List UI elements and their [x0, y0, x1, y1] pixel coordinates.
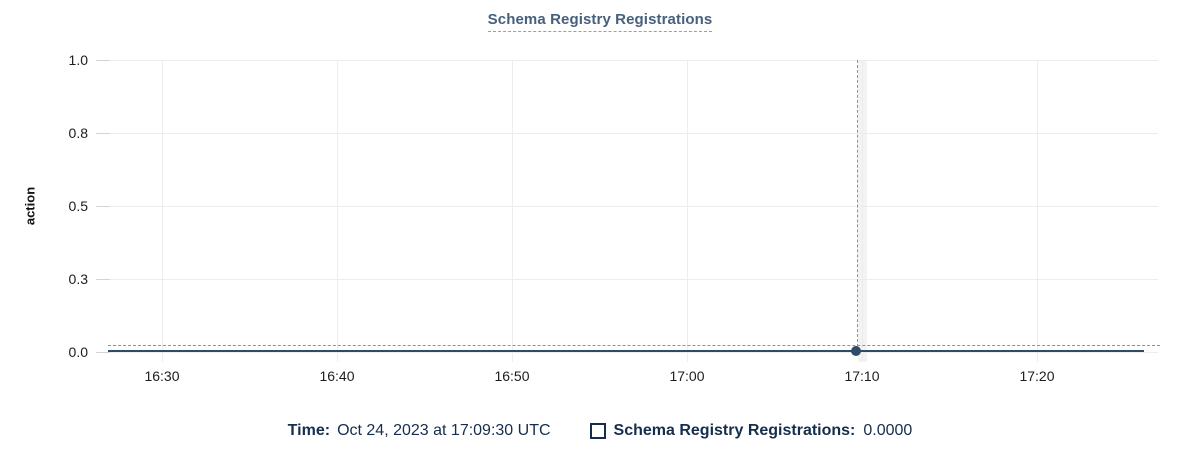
legend-checkbox-icon[interactable] — [589, 422, 606, 439]
chart-title[interactable]: Schema Registry Registrations — [487, 11, 713, 32]
series-line — [108, 350, 1144, 352]
x-tick-label: 16:40 — [319, 368, 355, 384]
y-axis-tick — [96, 133, 110, 134]
gridline-horizontal — [110, 133, 1158, 134]
y-tick-label: 0.8 — [68, 125, 88, 141]
gridline-horizontal — [110, 60, 1158, 61]
x-tick-label: 16:50 — [494, 368, 530, 384]
gridline-horizontal — [110, 279, 1158, 280]
gridline-horizontal — [110, 352, 1158, 353]
data-point-marker — [851, 346, 861, 356]
plot-area[interactable] — [110, 60, 1158, 352]
y-axis-tick — [96, 60, 110, 61]
crosshair-vertical-line — [857, 60, 858, 352]
x-tick-label: 17:20 — [1019, 368, 1055, 384]
gridline-vertical — [687, 60, 688, 362]
y-axis-tick — [96, 279, 110, 280]
x-tick-label: 17:00 — [669, 368, 705, 384]
legend-item-schema-registry-registrations[interactable]: Schema Registry Registrations: 0.0000 — [589, 421, 913, 440]
y-tick-label: 1.0 — [68, 52, 88, 68]
gridline-vertical — [1037, 60, 1038, 362]
gridline-vertical — [337, 60, 338, 362]
y-axis-tick — [96, 352, 110, 353]
y-tick-label: 0.3 — [68, 271, 88, 287]
y-tick-label: 0.0 — [68, 344, 88, 360]
gridline-horizontal — [110, 206, 1158, 207]
gridline-vertical — [162, 60, 163, 362]
tooltip-time-label: Time: — [287, 422, 331, 439]
tooltip-time-value: Oct 24, 2023 at 17:09:30 UTC — [337, 422, 551, 439]
legend-series-label: Schema Registry Registrations: — [613, 422, 856, 439]
y-axis-tick — [96, 206, 110, 207]
chart-title-row: Schema Registry Registrations — [0, 11, 1200, 32]
x-tick-label: 16:30 — [144, 368, 180, 384]
y-axis-label: action — [22, 186, 38, 226]
x-tick-label: 17:10 — [844, 368, 880, 384]
y-tick-label: 0.5 — [68, 198, 88, 214]
chart-tooltip-legend-row: Time: Oct 24, 2023 at 17:09:30 UTC Schem… — [0, 421, 1200, 440]
tooltip-series-value: 0.0000 — [863, 422, 913, 439]
gridline-vertical — [862, 60, 863, 362]
crosshair-horizontal-line — [108, 345, 1160, 346]
gridline-vertical — [512, 60, 513, 362]
